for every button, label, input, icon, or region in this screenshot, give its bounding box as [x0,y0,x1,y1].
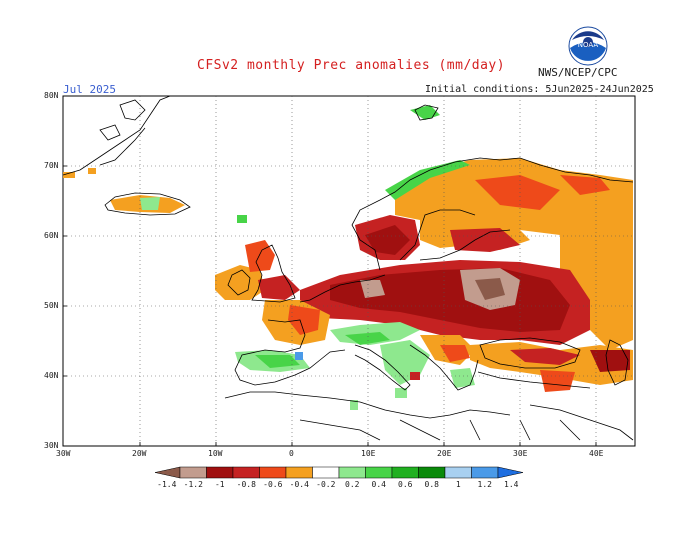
coastlines [62,95,634,441]
colorbar-swatch [285,466,313,479]
colorbar-arrow-left [154,466,181,479]
colorbar-tick-label: 0.4 [371,480,386,489]
lon-label-20e: 20E [437,449,452,458]
lat-label-40n: 40N [44,371,59,380]
lat-label-30n: 30N [44,441,59,450]
anomaly-fields [63,105,633,410]
colorbar-tick-label: 1.4 [504,480,519,489]
lon-label-10w: 10W [208,449,223,458]
lon-label-0: 0 [289,449,294,458]
colorbar-swatch [179,466,207,479]
colorbar-swatch [418,466,446,479]
lon-label-40e: 40E [589,449,604,458]
agency-label: NWS/NCEP/CPC [538,66,618,79]
colorbar-swatch [391,466,419,479]
graticule [63,96,635,446]
lat-label-50n: 50N [44,301,59,310]
colorbar-arrow-right [497,466,524,479]
colorbar-swatch [232,466,260,479]
map-title: CFSv2 monthly Prec anomalies (mm/day) [197,58,506,73]
colorbar-swatch [338,466,366,479]
colorbar-swatch [259,466,287,479]
colorbar-swatch [312,466,340,479]
colorbar-tick-label: -1 [214,480,225,489]
lon-label-30w: 30W [56,449,71,458]
colorbar-tick-label: -0.8 [236,480,256,489]
colorbar-tick-label: -0.6 [263,480,283,489]
colorbar-tick-label: -1.2 [183,480,203,489]
tick-marks [63,95,597,447]
lon-label-20w: 20W [132,449,147,458]
colorbar-tick-label: -0.4 [289,480,309,489]
colorbar-tick-label: 1 [455,480,461,489]
initial-conditions: Initial conditions: 5Jun2025-24Jun2025 [425,84,654,95]
colorbar-tick-label: -0.2 [316,480,336,489]
lat-label-60n: 60N [44,231,59,240]
noaa-logo-text: NOAA [578,41,599,49]
colorbar-tick-label: 0.2 [345,480,360,489]
lat-label-70n: 70N [44,161,59,170]
colorbar-swatch [365,466,393,479]
noaa-logo-icon: NOAA [568,26,608,66]
lon-label-30e: 30E [513,449,528,458]
colorbar-tick-label: 1.2 [477,480,492,489]
lat-label-80n: 80N [44,91,59,100]
colorbar-swatch [444,466,472,479]
colorbar-tick-label: -1.4 [157,480,177,489]
forecast-month: Jul 2025 [63,83,116,96]
colorbar-tick-label: 0.8 [424,480,439,489]
colorbar-swatch [471,466,499,479]
colorbar-swatch [206,466,234,479]
colorbar-tick-label: 0.6 [398,480,413,489]
lon-label-10e: 10E [361,449,376,458]
